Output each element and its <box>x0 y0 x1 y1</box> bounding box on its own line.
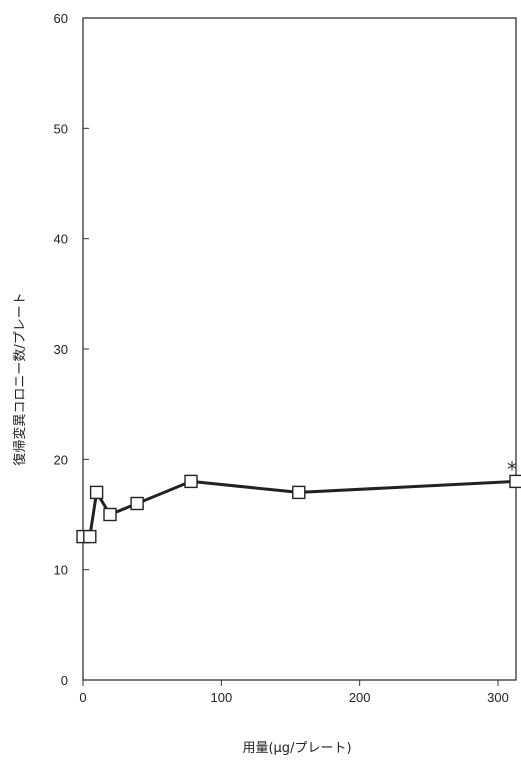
y-tick-label: 0 <box>61 673 68 688</box>
data-point <box>83 529 97 544</box>
y-axis: 0 10 20 30 40 50 60 <box>54 11 89 688</box>
y-tick-label: 40 <box>54 232 68 247</box>
x-tick-label: 100 <box>210 690 232 705</box>
x-tick-label: 0 <box>79 690 86 705</box>
data-point <box>103 507 117 522</box>
y-tick-label: 30 <box>54 342 68 357</box>
data-point <box>130 496 144 511</box>
data-point <box>184 474 198 489</box>
y-axis-title: 復帰変異コロニー数/プレート <box>12 292 28 465</box>
y-tick-label: 50 <box>54 121 68 136</box>
y-tick-label: 60 <box>54 11 68 26</box>
data-point <box>509 474 521 489</box>
data-point <box>292 485 306 500</box>
x-tick-label: 300 <box>487 690 509 705</box>
series-layer <box>76 474 521 544</box>
y-tick-label: 20 <box>54 452 68 467</box>
plot-border <box>82 17 517 681</box>
annotations: * <box>507 457 517 481</box>
series-line <box>83 479 517 539</box>
x-axis-title: 用量(μg/プレート) <box>242 741 351 756</box>
significance-marker: * <box>507 457 517 481</box>
plot-frame <box>82 17 517 681</box>
x-tick-label: 200 <box>349 690 371 705</box>
data-point <box>89 485 104 500</box>
x-axis: 0 100 200 300 <box>79 680 509 705</box>
y-tick-label: 10 <box>54 563 68 578</box>
